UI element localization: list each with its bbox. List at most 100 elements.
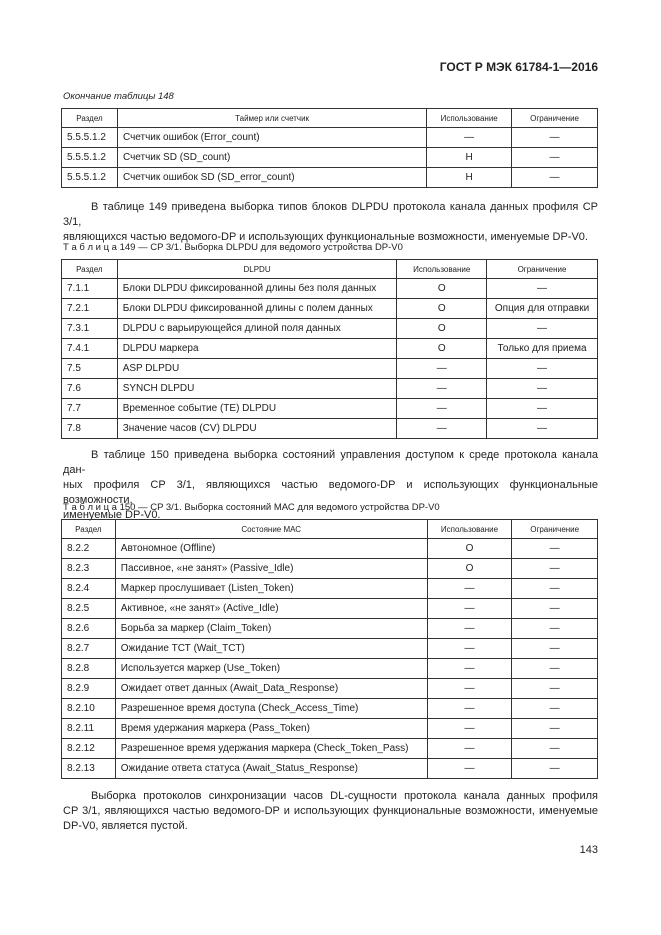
table-cell: — (426, 578, 513, 599)
table-cell: — (396, 378, 488, 399)
table-cell: Блоки DLPDU фиксированной длины без поля… (116, 278, 398, 299)
table-cell: О (396, 278, 488, 299)
table-cell: — (426, 738, 513, 759)
paragraph-line: ных профиля CP 3/1, являющихся частью ве… (63, 479, 598, 506)
table-cell: — (511, 167, 598, 188)
table-caption: Окончание таблицы 148 (63, 91, 174, 102)
table-cell: Временное событие (TE) DLPDU (116, 398, 398, 419)
table-cell: Н (426, 167, 513, 188)
table-cell: — (396, 358, 488, 379)
table-cell: Опция для отправки (486, 298, 598, 319)
table-cell: — (426, 658, 513, 679)
table-cell: 8.2.6 (61, 618, 116, 639)
table-cell: Ожидание ТСТ (Wait_TCT) (114, 638, 428, 659)
header-row: Раздел Состояние МАС Использование Ограниче… (61, 519, 598, 539)
column-header: Ограничение (511, 519, 598, 539)
table-cell: 7.1.1 (61, 278, 118, 299)
table-cell: 8.2.9 (61, 678, 116, 699)
table-cell: Используется маркер (Use_Token) (114, 658, 428, 679)
table-cell: Маркер прослушивает (Listen_Token) (114, 578, 428, 599)
table-cell: — (511, 678, 598, 699)
table-cell: — (511, 698, 598, 719)
table-cell: — (486, 418, 598, 439)
column-header: Раздел (61, 108, 118, 128)
table-row: 8.2.10 Разрешенное время доступа (Check_A… (61, 698, 598, 719)
table-cell: 8.2.2 (61, 538, 116, 559)
table-cell: О (426, 558, 513, 579)
table-cell: Счетчик ошибок (Error_count) (116, 127, 428, 148)
table-cell: — (511, 578, 598, 599)
table-cell: Пассивное, «не занят» (Passive_Idle) (114, 558, 428, 579)
table-cell: — (511, 598, 598, 619)
paragraph-line: являющихся частью ведомого-DP и использу… (63, 231, 588, 243)
table-cell: Счетчик SD (SD_count) (116, 147, 428, 168)
table-cell: 5.5.5.1.2 (61, 147, 118, 168)
table-cell: 8.2.10 (61, 698, 116, 719)
table-cell: Ожидает ответ данных (Await_Data_Respons… (114, 678, 428, 699)
table-cell: — (511, 127, 598, 148)
table-cell: Только для приема (486, 338, 598, 359)
table-row: 8.2.9 Ожидает ответ данных (Await_Data_Re… (61, 678, 598, 699)
table-cell: — (426, 618, 513, 639)
column-header: Состояние МАС (114, 519, 428, 539)
table-cell: О (396, 338, 488, 359)
column-header: Использование (426, 519, 513, 539)
column-header: Ограничение (486, 259, 598, 279)
table-cell: — (486, 358, 598, 379)
table-cell: — (396, 398, 488, 419)
table-row: 5.5.5.1.2 Счетчик SD (SD_count) Н — (61, 147, 598, 168)
table-row: 7.5 ASP DLPDU — — (61, 358, 598, 379)
table-row: 7.1.1 Блоки DLPDU фиксированной длины без… (61, 278, 598, 299)
table-cell: 7.5 (61, 358, 118, 379)
table-cell: — (486, 318, 598, 339)
table-cell: 8.2.3 (61, 558, 116, 579)
table-cell: — (426, 698, 513, 719)
table-cell: — (426, 638, 513, 659)
table-cell: Блоки DLPDU фиксированной длины с полем … (116, 298, 398, 319)
column-header: Раздел (61, 519, 116, 539)
table-cell: 8.2.11 (61, 718, 116, 739)
table-cell: — (511, 658, 598, 679)
table-cell: О (396, 318, 488, 339)
table-cell: 5.5.5.1.2 (61, 127, 118, 148)
table-cell: SYNCH DLPDU (116, 378, 398, 399)
table-cell: 7.4.1 (61, 338, 118, 359)
standard-header: ГОСТ Р МЭК 61784-1—2016 (439, 60, 598, 74)
table-cell: 8.2.7 (61, 638, 116, 659)
table-row: 7.6 SYNCH DLPDU — — (61, 378, 598, 399)
table-row: 8.2.13 Ожидание ответа статуса (Await_Sta… (61, 758, 598, 779)
table-cell: 8.2.12 (61, 738, 116, 759)
table-cell: — (426, 127, 513, 148)
table-cell: Значение часов (CV) DLPDU (116, 418, 398, 439)
table-row: 8.2.6 Борьба за маркер (Claim_Token) — — (61, 618, 598, 639)
paragraph: В таблице 150 приведена выборка состояни… (63, 448, 598, 523)
table-cell: — (486, 378, 598, 399)
table-cell: DLPDU с варьирующейся длиной поля данных (116, 318, 398, 339)
table-cell: 8.2.4 (61, 578, 116, 599)
page-number: 143 (579, 844, 598, 856)
column-header: Раздел (61, 259, 118, 279)
table-cell: — (426, 678, 513, 699)
table-cell: — (511, 738, 598, 759)
table-cell: Автономное (Offline) (114, 538, 428, 559)
table-row: 8.2.2 Автономное (Offline) О — (61, 538, 598, 559)
paragraph-line: В таблице 150 приведена выборка состояни… (63, 449, 598, 476)
table: Раздел DLPDU Использование Ограничение 7.1.1… (61, 259, 598, 439)
table-cell: Ожидание ответа статуса (Await_Status_Re… (114, 758, 428, 779)
table: Раздел Таймер или счетчик Использование Огр… (61, 108, 598, 188)
table-cell: — (486, 278, 598, 299)
table-cell: — (511, 538, 598, 559)
table-cell: — (426, 598, 513, 619)
paragraph-line: DP-V0, является пустой. (63, 820, 188, 832)
table-cell: 8.2.8 (61, 658, 116, 679)
paragraph-line: именуемые DP-V0. (63, 509, 161, 521)
table-row: 7.3.1 DLPDU с варьирующейся длиной поля д… (61, 318, 598, 339)
table: Раздел Состояние МАС Использование Ограниче… (61, 519, 598, 779)
table-row: 7.4.1 DLPDU маркера О Только для приема (61, 338, 598, 359)
table-row: 8.2.5 Активное, «не занят» (Active_Idle) —… (61, 598, 598, 619)
table-cell: 8.2.5 (61, 598, 116, 619)
table-cell: Разрешенное время удержания маркера (Che… (114, 738, 428, 759)
table-row: 7.7 Временное событие (TE) DLPDU — — (61, 398, 598, 419)
column-header: DLPDU (116, 259, 398, 279)
table-cell: — (511, 718, 598, 739)
